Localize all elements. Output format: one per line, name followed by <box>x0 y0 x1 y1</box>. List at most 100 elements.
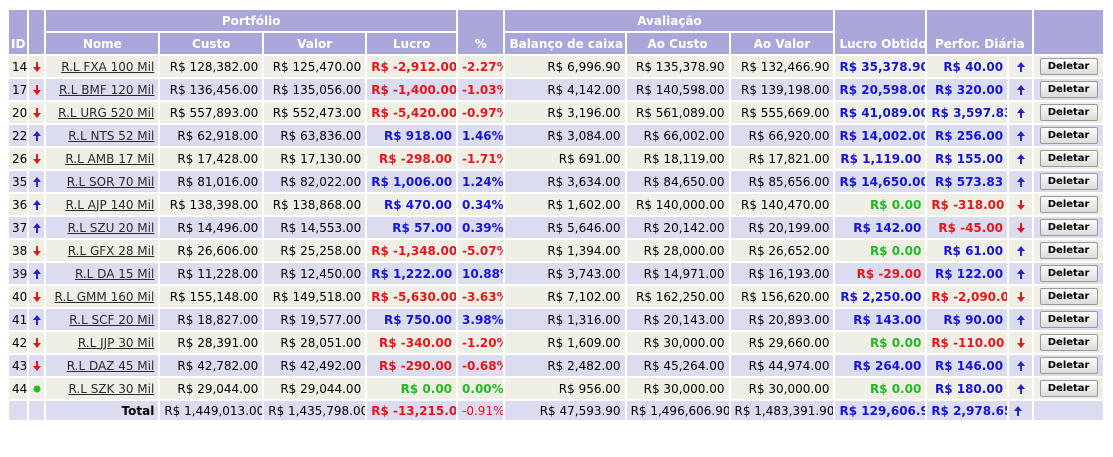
arrow-down-icon <box>32 84 42 96</box>
delete-button[interactable]: Deletar <box>1039 219 1098 236</box>
asset-link[interactable]: R.L AJP 140 Mil <box>65 197 155 212</box>
arrow-down-icon <box>32 337 42 349</box>
asset-link[interactable]: R.L FXA 100 Mil <box>61 59 155 74</box>
delete-button[interactable]: Deletar <box>1039 81 1098 98</box>
row-perf: R$ -110.00 <box>927 332 1008 353</box>
delete-button[interactable]: Deletar <box>1039 242 1098 259</box>
arrow-up-icon <box>1016 107 1026 119</box>
asset-link[interactable]: R.L SOR 70 Mil <box>66 174 155 189</box>
arrow-down-icon <box>32 245 42 257</box>
asset-link[interactable]: R.L DAZ 45 Mil <box>66 358 155 373</box>
row-lucro: R$ -5,420.00 <box>367 102 457 123</box>
delete-button[interactable]: Deletar <box>1039 357 1098 374</box>
delete-button[interactable]: Deletar <box>1039 173 1098 190</box>
row-perf-trend <box>1009 263 1033 284</box>
table-row: 35 R.L SOR 70 Mil R$ 81,016.00 R$ 82,022.00… <box>9 171 1103 192</box>
row-pct: 1.24% <box>458 171 504 192</box>
row-trend <box>29 79 45 100</box>
row-perf-trend <box>1009 148 1033 169</box>
row-trend <box>29 263 45 284</box>
total-actions <box>1034 401 1103 420</box>
row-lucro: R$ 470.00 <box>367 194 457 215</box>
row-lucro: R$ 1,222.00 <box>367 263 457 284</box>
row-valor: R$ 63,836.00 <box>264 125 366 146</box>
total-ao-custo: R$ 1,496,606.90 <box>626 401 729 420</box>
row-actions: Deletar <box>1034 194 1103 215</box>
total-custo: R$ 1,449,013.00 <box>160 401 263 420</box>
asset-link[interactable]: R.L GMM 160 Mil <box>54 289 155 304</box>
row-ao-valor: R$ 85,656.00 <box>730 171 834 192</box>
asset-link[interactable]: R.L NTS 52 Mil <box>68 128 155 143</box>
row-balanco: R$ 691.00 <box>505 148 625 169</box>
total-ao-valor: R$ 1,483,391.90 <box>730 401 834 420</box>
delete-button[interactable]: Deletar <box>1039 150 1098 167</box>
asset-link[interactable]: R.L GFX 28 Mil <box>67 243 155 258</box>
row-ao-valor: R$ 26,652.00 <box>730 240 834 261</box>
row-actions: Deletar <box>1034 102 1103 123</box>
delete-button[interactable]: Deletar <box>1039 196 1098 213</box>
row-pct: 0.39% <box>458 217 504 238</box>
delete-button[interactable]: Deletar <box>1039 58 1098 75</box>
asset-link[interactable]: R.L DA 15 Mil <box>74 266 155 281</box>
row-lucro: R$ -340.00 <box>367 332 457 353</box>
row-custo: R$ 28,391.00 <box>160 332 263 353</box>
asset-link[interactable]: R.L AMB 17 Mil <box>65 151 155 166</box>
total-perf: R$ 2,978.65 <box>927 401 1008 420</box>
arrow-up-icon <box>1016 360 1026 372</box>
asset-link[interactable]: R.L SZK 30 Mil <box>68 381 155 396</box>
row-lucro-obtido: R$ 264.00 <box>835 355 926 376</box>
row-perf: R$ 155.00 <box>927 148 1008 169</box>
row-ao-custo: R$ 20,143.00 <box>626 309 729 330</box>
row-name-cell: R.L BMF 120 Mil <box>46 79 159 100</box>
row-ao-valor: R$ 20,893.00 <box>730 309 834 330</box>
row-balanco: R$ 3,634.00 <box>505 171 625 192</box>
row-ao-custo: R$ 28,000.00 <box>626 240 729 261</box>
delete-button[interactable]: Deletar <box>1039 265 1098 282</box>
row-ao-valor: R$ 66,920.00 <box>730 125 834 146</box>
row-lucro-obtido: R$ 0.00 <box>835 194 926 215</box>
arrow-down-icon <box>32 107 42 119</box>
row-id: 42 <box>9 332 28 353</box>
row-id: 44 <box>9 378 28 399</box>
row-ao-valor: R$ 17,821.00 <box>730 148 834 169</box>
row-actions: Deletar <box>1034 56 1103 77</box>
row-balanco: R$ 2,482.00 <box>505 355 625 376</box>
row-perf-trend <box>1009 332 1033 353</box>
asset-link[interactable]: R.L SCF 20 Mil <box>69 312 155 327</box>
delete-button[interactable]: Deletar <box>1039 380 1098 397</box>
row-valor: R$ 25,258.00 <box>264 240 366 261</box>
row-custo: R$ 138,398.00 <box>160 194 263 215</box>
row-perf-trend <box>1009 194 1033 215</box>
asset-link[interactable]: R.L BMF 120 Mil <box>59 82 155 97</box>
row-custo: R$ 128,382.00 <box>160 56 263 77</box>
row-trend <box>29 286 45 307</box>
row-name-cell: R.L NTS 52 Mil <box>46 125 159 146</box>
row-perf: R$ 146.00 <box>927 355 1008 376</box>
row-lucro-obtido: R$ -29.00 <box>835 263 926 284</box>
asset-link[interactable]: R.L SZU 20 Mil <box>67 220 155 235</box>
row-actions: Deletar <box>1034 171 1103 192</box>
delete-button[interactable]: Deletar <box>1039 288 1098 305</box>
row-pct: -3.63% <box>458 286 504 307</box>
row-lucro: R$ -1,348.00 <box>367 240 457 261</box>
row-balanco: R$ 1,394.00 <box>505 240 625 261</box>
row-lucro-obtido: R$ 2,250.00 <box>835 286 926 307</box>
row-perf: R$ 256.00 <box>927 125 1008 146</box>
delete-button[interactable]: Deletar <box>1039 127 1098 144</box>
asset-link[interactable]: R.L JJP 30 Mil <box>77 335 155 350</box>
row-custo: R$ 14,496.00 <box>160 217 263 238</box>
row-custo: R$ 17,428.00 <box>160 148 263 169</box>
row-valor: R$ 14,553.00 <box>264 217 366 238</box>
header-perfor-diaria: Perfor. Diária <box>927 10 1033 54</box>
delete-button[interactable]: Deletar <box>1039 334 1098 351</box>
row-perf: R$ 573.83 <box>927 171 1008 192</box>
asset-link[interactable]: R.L URG 520 Mil <box>58 105 155 120</box>
delete-button[interactable]: Deletar <box>1039 311 1098 328</box>
total-perf-trend <box>1009 401 1033 420</box>
row-valor: R$ 82,022.00 <box>264 171 366 192</box>
row-balanco: R$ 1,602.00 <box>505 194 625 215</box>
header-balanco: Balanço de caixa <box>505 33 625 54</box>
arrow-up-icon <box>1016 130 1026 142</box>
row-name-cell: R.L FXA 100 Mil <box>46 56 159 77</box>
delete-button[interactable]: Deletar <box>1039 104 1098 121</box>
